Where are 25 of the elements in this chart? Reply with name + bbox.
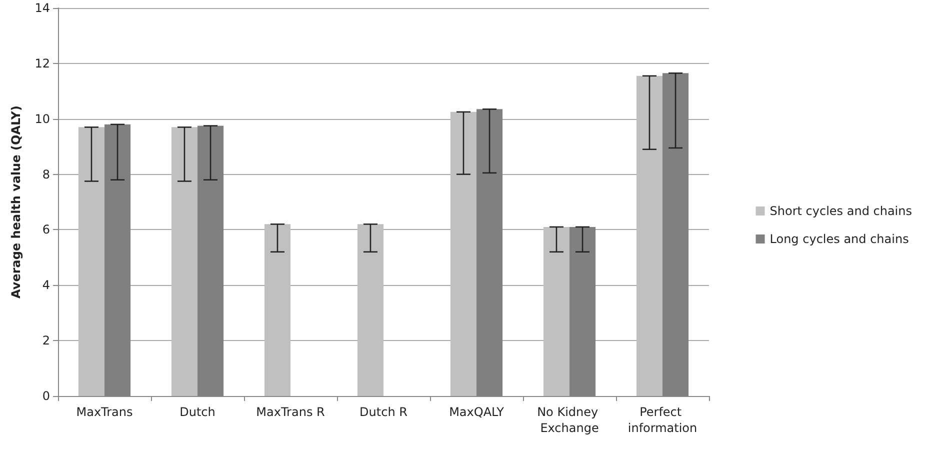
y-axis-title: Average health value (QALY) <box>9 106 23 298</box>
y-tick-label: 14 <box>34 1 50 15</box>
x-tick-label: No Kidney Exchange <box>537 405 602 435</box>
bar <box>78 127 104 396</box>
y-tick-label: 2 <box>42 334 50 348</box>
x-tick-label: Perfect information <box>628 405 698 435</box>
bar <box>264 224 290 396</box>
y-tick-label: 12 <box>34 56 50 70</box>
bar <box>357 224 384 396</box>
bar <box>636 76 662 396</box>
x-tick-label: MaxQALY <box>449 405 505 419</box>
y-tick-label: 4 <box>42 278 50 292</box>
bar <box>450 112 476 396</box>
bar <box>171 127 198 396</box>
y-tick-label: 0 <box>42 389 50 403</box>
x-tick-label: MaxTrans <box>76 405 133 419</box>
y-tick-label: 10 <box>34 112 50 126</box>
legend-label: Long cycles and chains <box>770 232 909 246</box>
y-tick-label: 6 <box>42 222 50 237</box>
bar <box>543 226 570 396</box>
x-tick-label: MaxTrans R <box>256 405 325 419</box>
x-tick-label: Dutch R <box>360 405 408 419</box>
legend-label: Short cycles and chains <box>770 204 912 218</box>
y-tick-label: 8 <box>42 167 50 182</box>
x-tick-label: Dutch <box>180 405 216 419</box>
